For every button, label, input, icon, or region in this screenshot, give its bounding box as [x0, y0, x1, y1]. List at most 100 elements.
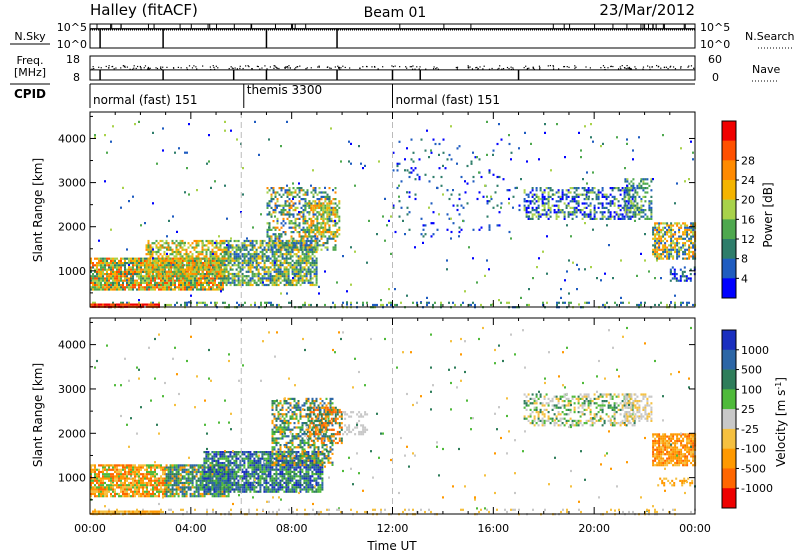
power-cell — [276, 200, 279, 203]
power-cell — [305, 248, 308, 251]
power-cell — [208, 259, 210, 262]
noise-left-label: N.Sky — [14, 30, 46, 43]
power-cell — [666, 224, 669, 227]
power-cell — [223, 255, 226, 258]
power-cell — [291, 255, 294, 258]
power-cell — [300, 198, 303, 201]
power-cell — [620, 301, 622, 304]
power-cell — [94, 284, 96, 287]
power-cell — [617, 206, 620, 209]
power-cell — [583, 187, 586, 190]
power-cell — [302, 204, 305, 207]
power-cell — [214, 284, 216, 287]
power-cell — [170, 262, 172, 265]
power-cell — [274, 261, 276, 264]
power-cell — [253, 255, 256, 258]
power-cell — [648, 204, 651, 207]
power-cell — [292, 215, 295, 218]
power-cell — [567, 189, 570, 192]
power-cell — [233, 253, 236, 256]
power-cell — [380, 303, 382, 307]
power-cell — [263, 259, 266, 262]
power-cell — [302, 209, 305, 212]
power-cell — [537, 217, 540, 220]
power-cell — [112, 286, 114, 289]
frequency-trace — [90, 64, 695, 80]
power-cell — [559, 209, 562, 212]
power-cell — [116, 270, 118, 273]
power-cell — [266, 213, 269, 216]
power-cell — [646, 182, 649, 185]
nave-dot — [295, 66, 297, 69]
power-cell — [464, 180, 466, 183]
power-cell — [268, 244, 271, 247]
power-cell — [628, 198, 631, 201]
power-cell — [662, 226, 665, 229]
power-cell — [186, 284, 188, 287]
power-cell — [247, 239, 250, 243]
power-cell — [563, 217, 566, 220]
power-cell — [685, 275, 688, 278]
power-cell — [199, 275, 202, 278]
power-cell — [281, 264, 284, 267]
power-cell — [157, 246, 160, 249]
power-cell — [149, 246, 152, 249]
power-cell — [263, 277, 266, 280]
power-cell — [275, 279, 278, 282]
power-cell — [608, 244, 610, 247]
power-cell — [658, 237, 661, 240]
power-cell — [277, 277, 280, 280]
power-cell — [315, 277, 318, 280]
nave-dot — [105, 65, 107, 68]
power-cell — [289, 281, 292, 284]
power-cell — [267, 275, 270, 278]
power-cell — [636, 187, 639, 190]
power-cell — [198, 284, 200, 287]
velocity-cell — [130, 490, 132, 493]
power-cell — [631, 198, 634, 201]
power-cell — [180, 262, 182, 265]
power-cell — [310, 231, 313, 234]
power-cell — [144, 257, 146, 260]
velocity-cell — [132, 466, 134, 469]
power-cell — [211, 255, 214, 258]
power-cell — [114, 264, 116, 267]
power-cell — [297, 239, 300, 243]
power-cell — [668, 224, 671, 227]
power-cell — [674, 231, 677, 234]
power-cell — [685, 279, 688, 282]
power-cell — [316, 193, 319, 196]
power-cell — [678, 226, 681, 229]
power-cell — [299, 277, 302, 280]
power-cell — [334, 206, 337, 209]
power-cell — [275, 242, 278, 245]
power-cell — [406, 147, 408, 150]
nave-dot — [251, 68, 253, 70]
power-cell — [582, 178, 584, 181]
power-cell — [271, 264, 274, 267]
power-cell — [297, 281, 300, 284]
power-cell — [589, 204, 592, 207]
power-cell — [157, 248, 160, 251]
power-cell — [334, 303, 336, 307]
power-cell — [295, 270, 298, 273]
power-cell — [301, 266, 304, 269]
power-cell — [120, 268, 122, 271]
power-cell — [247, 279, 250, 282]
nave-dot — [399, 66, 401, 68]
power-cell — [692, 242, 695, 245]
power-cell — [320, 233, 323, 236]
power-cell — [306, 202, 309, 205]
power-cell — [136, 270, 138, 273]
power-cell — [662, 233, 665, 236]
power-cell — [186, 279, 188, 282]
power-cell — [494, 191, 497, 194]
power-cell — [680, 303, 682, 307]
power-cell — [112, 262, 114, 265]
power-cell — [290, 301, 292, 304]
power-cell — [106, 275, 108, 278]
power-cell — [634, 198, 637, 201]
power-cell — [148, 259, 150, 262]
velocity-cell — [132, 479, 134, 482]
power-cell — [666, 250, 669, 254]
